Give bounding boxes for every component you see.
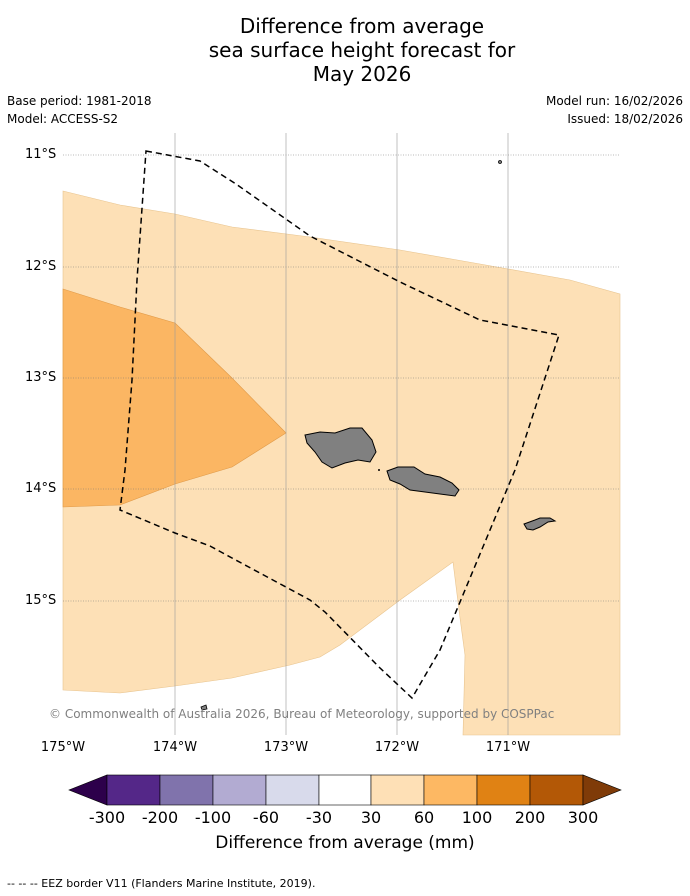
lon-label-173w: 173°W [263,740,309,755]
model-name: Model: ACCESS-S2 [7,112,119,126]
title-line-3: May 2026 [312,62,412,86]
lon-label-174w: 174°W [152,740,198,755]
colorbar-tick-minus30: -30 [305,808,333,827]
colorbar-segment-1 [106,774,161,806]
colorbar-segment-9 [529,774,584,806]
lat-label-14s: 14°S [25,481,57,496]
colorbar-segment-4 [265,774,320,806]
latitude-lines [63,154,620,602]
colorbar-tick-60: 60 [413,808,435,827]
title-line-2: sea surface height forecast for [208,38,516,62]
colorbar-label: Difference from average (mm) [215,833,475,853]
lat-label-13s: 13°S [25,370,57,385]
lat-label-11s: 11°S [25,147,57,162]
colorbar-tick-minus100: -100 [194,808,232,827]
lat-label-15s: 15°S [25,593,57,608]
colorbar-tick-100: 100 [461,808,493,827]
small-islet-north [498,160,502,164]
colorbar-segment-6 [370,774,425,806]
colorbar-tick-minus200: -200 [141,808,179,827]
eez-legend-note: -- -- -- EEZ border V11 (Flanders Marine… [7,877,316,890]
title-line-1: Difference from average [239,14,485,38]
colorbar-tick-minus60: -60 [252,808,280,827]
colorbar [68,774,622,806]
small-islet-south [200,704,208,711]
savaii-island [304,427,377,469]
issued-date: Issued: 18/02/2026 [567,112,683,126]
model-run: Model run: 16/02/2026 [545,94,683,108]
colorbar-segment-5 [318,774,372,806]
anomaly-region-60-100 [62,288,287,508]
colorbar-tick-200: 200 [514,808,546,827]
lon-label-175w: 175°W [40,740,86,755]
meta-right: Model run: 16/02/2026 Issued: 18/02/2026 [546,94,683,130]
copyright-notice: © Commonwealth of Australia 2026, Bureau… [49,707,555,721]
colorbar-segment-3 [212,774,267,806]
meta-left: Base period: 1981-2018 Model: ACCESS-S2 [7,94,152,130]
colorbar-segment-7 [423,774,478,806]
colorbar-segment-2 [159,774,214,806]
lon-label-172w: 172°W [374,740,420,755]
colorbar-tick-300: 300 [567,808,599,827]
colorbar-extend-low [68,774,108,806]
small-islet-mid [378,469,380,471]
upolu-island [386,466,460,497]
lon-label-171w: 171°W [485,740,531,755]
eez-border [119,150,560,700]
base-period: Base period: 1981-2018 [7,94,152,108]
colorbar-tick-30: 30 [360,808,382,827]
colorbar-tick-minus300: -300 [88,808,126,827]
lat-label-12s: 12°S [25,259,57,274]
grid-lines [174,133,509,735]
tutuila-island [523,517,557,531]
chart-title: Difference from average sea surface heig… [0,14,690,86]
colorbar-segment-8 [476,774,531,806]
colorbar-extend-high [582,774,622,806]
